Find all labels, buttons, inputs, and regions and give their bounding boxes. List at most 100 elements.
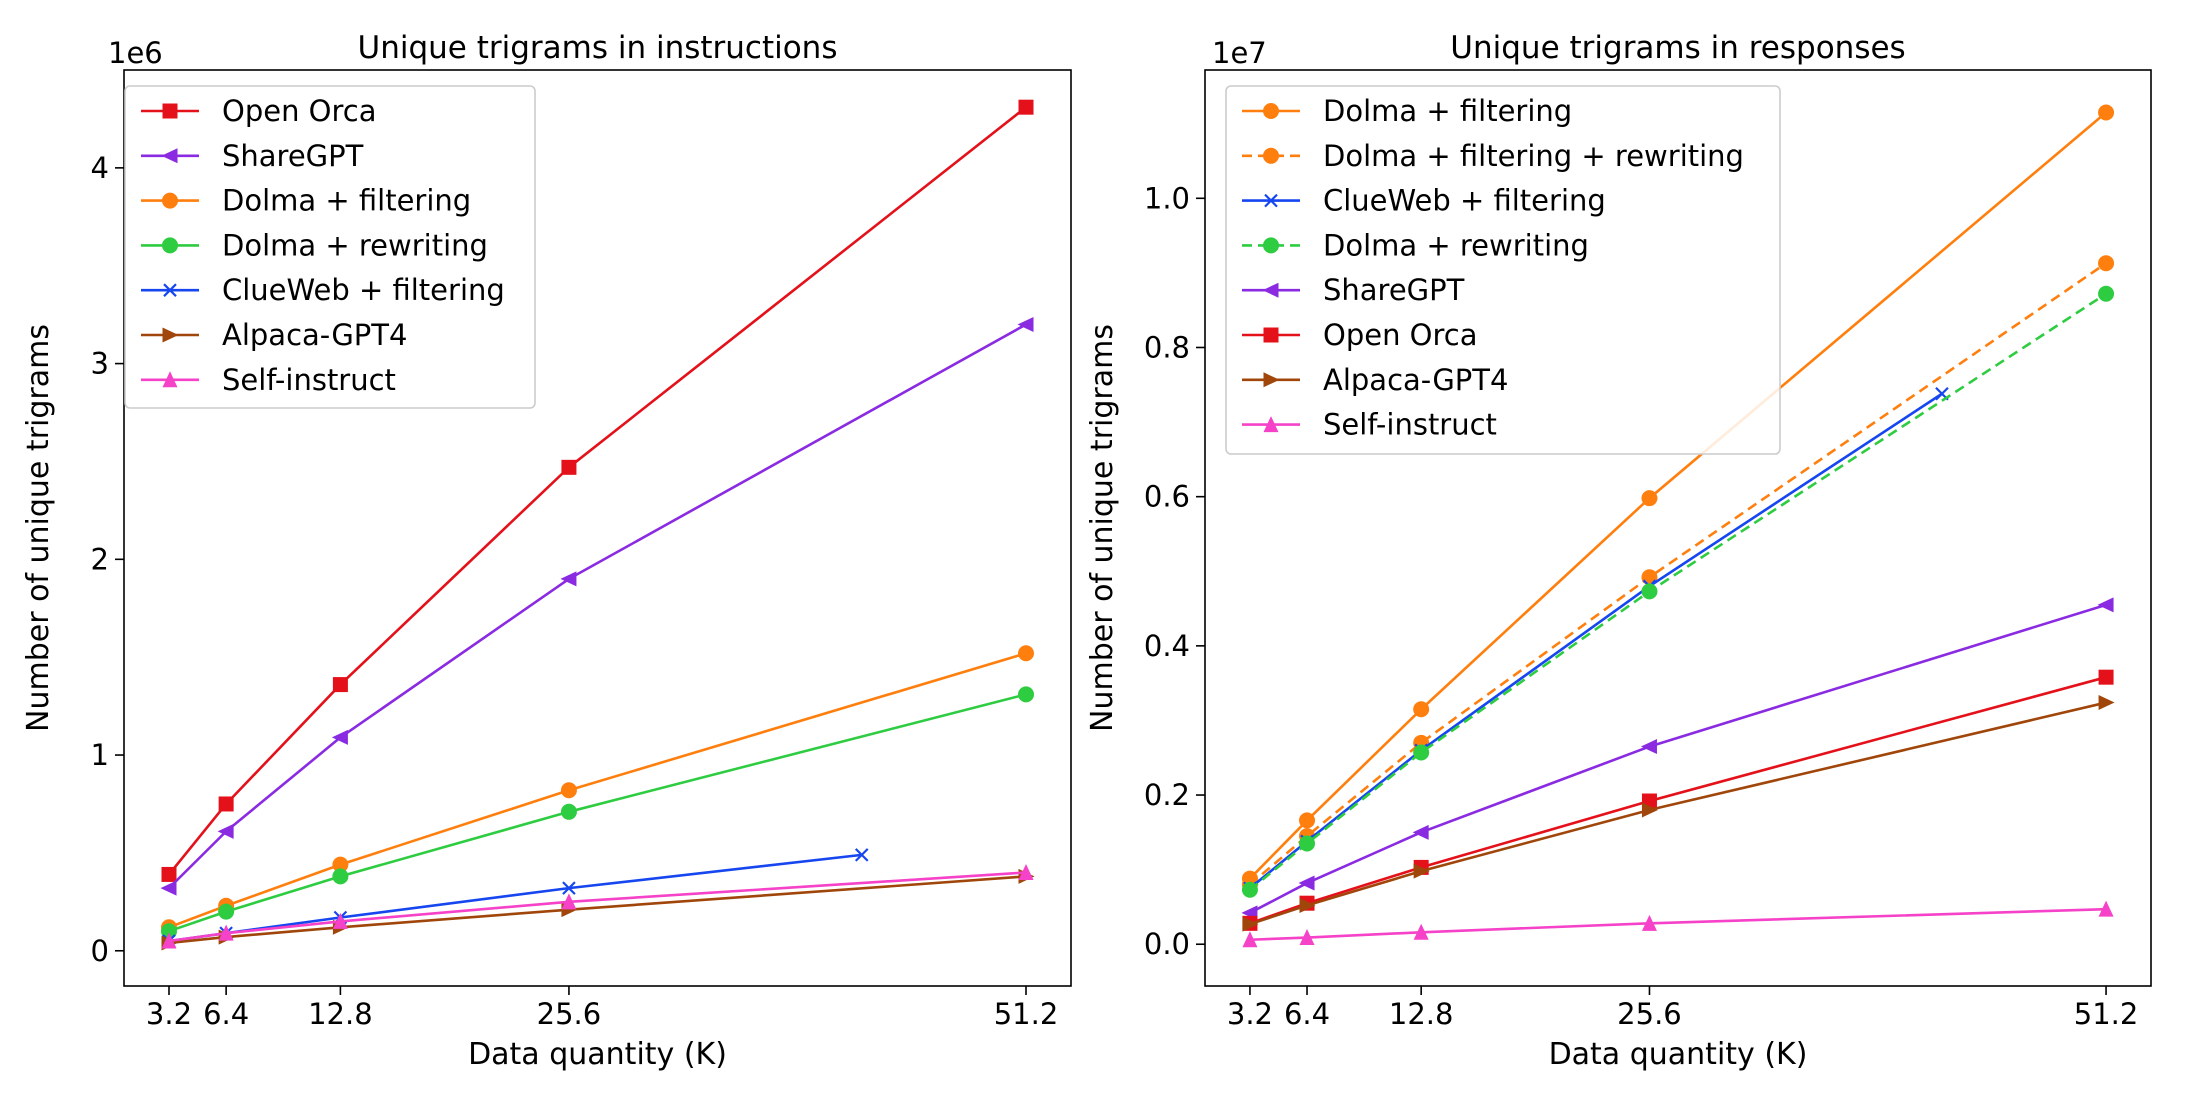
data-point [2098,695,2115,711]
legend-label: Dolma + filtering [1323,94,1572,128]
legend-item: ClueWeb + filtering [141,273,505,307]
legend-marker [1263,237,1279,254]
series-line [168,875,1027,945]
data-point [1018,99,1034,115]
data-point [1242,916,1259,932]
data-point [1641,802,1658,818]
legend-marker [162,371,178,388]
data-point [1298,875,1315,891]
series-self-instruct [161,863,1034,949]
legend: Dolma + filtering Dolma + filtering + rew… [1225,85,1781,455]
legend-marker [163,283,177,297]
data-point [1018,863,1034,880]
y-axis-label: Number of unique trigrams [21,324,56,732]
legend-box [1225,85,1781,455]
data-point [2097,597,2114,613]
legend-item: Open Orca [141,94,377,128]
data-point [331,729,348,745]
chart-panel-1: 3.2 6.4 12.8 25.6 51.2 0 1 2 3 4 Unique trigrams i… [21,30,1072,1072]
series-clueweb-filtering [1243,386,1949,896]
legend-marker [1264,193,1278,208]
data-point [1242,931,1258,948]
data-point [332,868,349,885]
y-tick-label: 4 [91,151,109,185]
legend-item: ClueWeb + filtering [1242,184,1606,218]
legend-label: Open Orca [1323,318,1478,352]
data-point [1641,583,1658,600]
data-point [560,782,577,799]
x-tick-label: 6.4 [203,997,249,1031]
series-line [1249,262,2107,886]
chart-title: Unique trigrams in responses [1450,30,1905,66]
legend-marker [162,192,178,209]
data-point [1413,863,1430,879]
legend-item: Dolma + rewriting [1242,228,1589,262]
legend-label: Dolma + rewriting [1323,228,1589,262]
data-point [218,903,235,920]
series-sharegpt [1241,597,2114,921]
series-line [1249,701,2107,926]
data-point [1413,744,1430,761]
chart-panel-2: 3.2 6.4 12.8 25.6 51.2 0.0 0.2 0.4 0.6 0.8 1.0 Uniq… [1085,30,2152,1072]
y-tick-label: 0 [91,934,109,968]
series-line [1249,675,2107,925]
data-point [1017,316,1034,332]
y-tick-label: 0.8 [1144,330,1190,364]
series-sharegpt [160,316,1034,896]
x-tick-label: 51.2 [994,997,1059,1031]
data-point [332,912,348,929]
legend-marker [1263,416,1279,433]
chart-title: Unique trigrams in instructions [358,30,838,66]
legend-marker [161,148,178,164]
series-line [1249,292,2107,891]
legend-item: Alpaca-GPT4 [141,318,407,352]
legend-label: Alpaca-GPT4 [1323,363,1508,397]
legend-label: ShareGPT [222,139,364,173]
data-point [561,893,577,910]
x-tick-label: 12.8 [1389,997,1454,1031]
y-tick-label: 0.2 [1144,778,1190,812]
series-alpaca-gpt4 [1242,695,2115,932]
legend-label: Dolma + rewriting [222,228,488,262]
data-point [218,924,234,941]
data-point [1413,701,1430,718]
data-point [1299,929,1315,946]
legend-item: ShareGPT [1242,273,1465,307]
y-offset-label: 1e6 [108,36,163,70]
series-open-orca [161,99,1034,882]
legend-item: Alpaca-GPT4 [1242,363,1508,397]
x-tick-label: 3.2 [146,997,192,1031]
legend: Open Orca ShareGPT Dolma + filtering Dolma … [124,85,536,409]
legend-label: Dolma + filtering [222,184,471,218]
y-tick-label: 1.0 [1144,181,1190,215]
series-self-instruct [1242,900,2114,948]
data-point [1299,835,1316,852]
legend-item: Open Orca [1242,318,1478,352]
legend-marker [1263,103,1279,119]
legend-marker [162,237,178,254]
series-dolma-rewriting [160,686,1035,940]
legend-marker [1262,282,1279,298]
data-point [160,880,177,896]
series-dolma-rewriting [1241,285,2115,898]
legend-marker [162,327,179,343]
legend-marker [162,103,178,119]
y-tick-label: 3 [91,347,109,381]
x-tick-label: 6.4 [1284,997,1330,1031]
data-point [2098,285,2115,302]
legend-label: Alpaca-GPT4 [222,318,407,352]
legend-item: Self-instruct [1242,408,1497,442]
legend-box [124,85,536,409]
data-point [160,923,177,940]
x-tick-label: 12.8 [308,997,373,1031]
legend-marker [1263,147,1279,164]
series-line [1249,603,2107,915]
legend-label: Self-instruct [222,363,396,397]
data-point [854,848,869,862]
data-point [1018,686,1035,703]
axes-frame [123,69,1072,987]
data-point [332,856,349,873]
data-point [1299,897,1316,913]
y-tick-label: 0.0 [1144,927,1190,961]
data-point [1412,824,1429,840]
